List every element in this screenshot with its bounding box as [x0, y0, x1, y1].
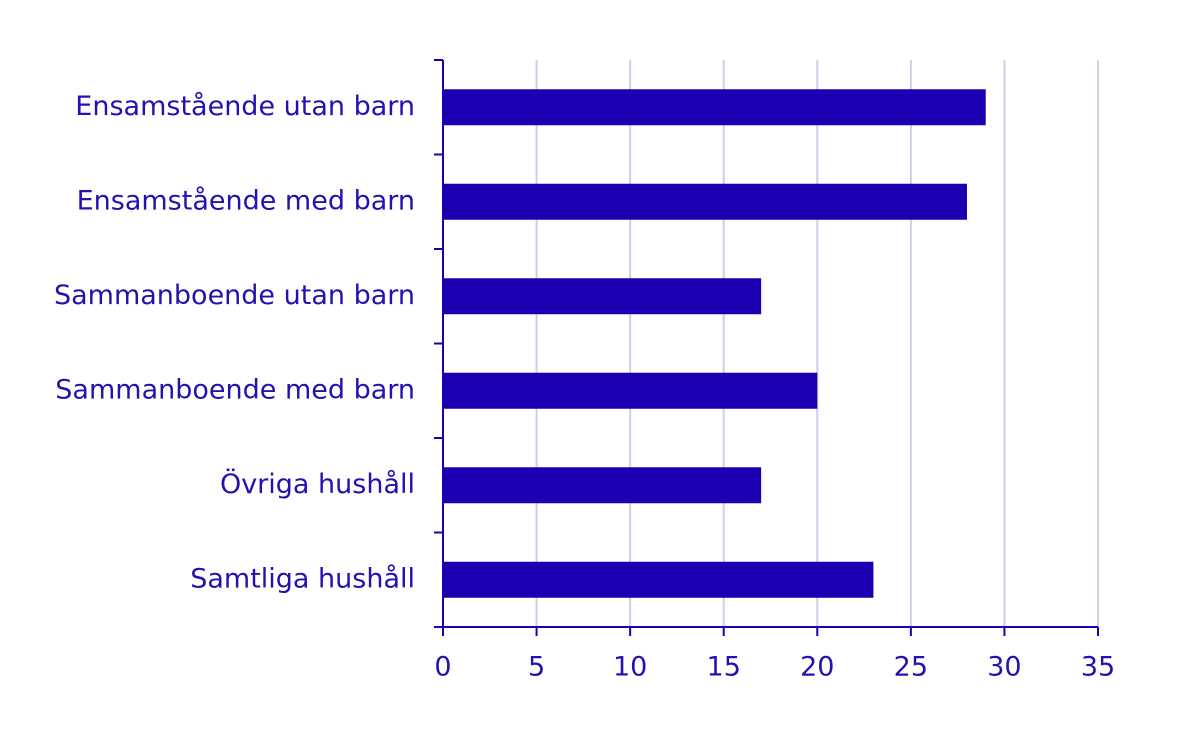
bar: [443, 561, 874, 598]
y-tick-label: Sammanboende med barn: [55, 374, 415, 405]
x-tick-label: 5: [528, 652, 545, 683]
bar: [443, 183, 967, 220]
x-tick-label: 10: [613, 652, 647, 683]
x-tick-label: 20: [800, 652, 834, 683]
bar: [443, 89, 986, 126]
y-tick-label: Ensamstående med barn: [77, 185, 415, 216]
bar: [443, 278, 762, 315]
x-tick-label: 25: [894, 652, 928, 683]
y-tick-label: Sammanboende utan barn: [54, 280, 415, 311]
x-tick-label: 35: [1081, 652, 1115, 683]
bar: [443, 372, 818, 409]
bar: [443, 467, 762, 504]
x-tick-label: 30: [987, 652, 1021, 683]
x-tick-label: 0: [434, 652, 451, 683]
x-tick-label: 15: [707, 652, 741, 683]
y-tick-label: Ensamstående utan barn: [75, 91, 415, 122]
y-tick-label: Samtliga hushåll: [190, 563, 415, 594]
y-tick-label: Övriga hushåll: [220, 468, 415, 500]
